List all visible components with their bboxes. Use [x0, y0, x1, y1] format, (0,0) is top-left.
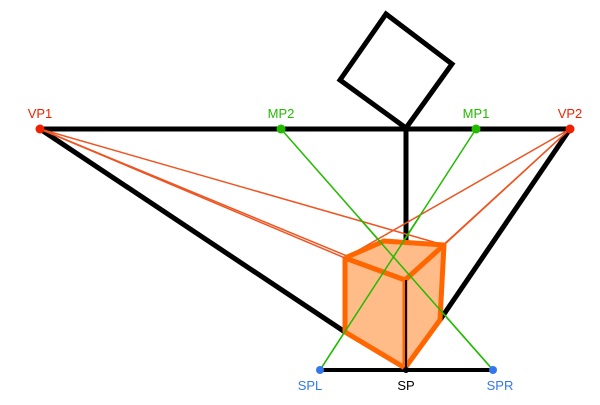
vp2-point [565, 124, 575, 134]
vp2-construction-line-2 [443, 128, 571, 246]
spl-point [316, 366, 324, 374]
vp1-to-box-left-bottom [38, 126, 347, 335]
spr-label: SPR [487, 378, 514, 393]
mp1-measuring-line-overlay [319, 215, 421, 371]
sp-label: SP [397, 378, 414, 393]
mp2-measuring-line-overlay [359, 218, 494, 371]
mp2-point [276, 124, 286, 134]
spl-label: SPL [298, 378, 323, 393]
box-top-face [345, 241, 444, 280]
spr-point [489, 366, 497, 374]
vp2-to-box-right-bottom [437, 127, 573, 322]
perspective-box [342, 238, 447, 371]
sp-point [403, 367, 409, 373]
mp1-point [471, 124, 481, 134]
box-right-face [405, 245, 444, 368]
vp2-construction-line-3 [344, 128, 571, 259]
mp1-label: MP1 [463, 106, 490, 121]
vp1-point [35, 124, 45, 134]
plan-square [336, 10, 456, 132]
vp2-label: VP2 [558, 106, 583, 121]
mp2-label: MP2 [268, 106, 295, 121]
vp1-label: VP1 [28, 106, 53, 121]
vp1-construction-line-3 [39, 128, 445, 246]
vp1-construction-line-2 [39, 128, 346, 259]
